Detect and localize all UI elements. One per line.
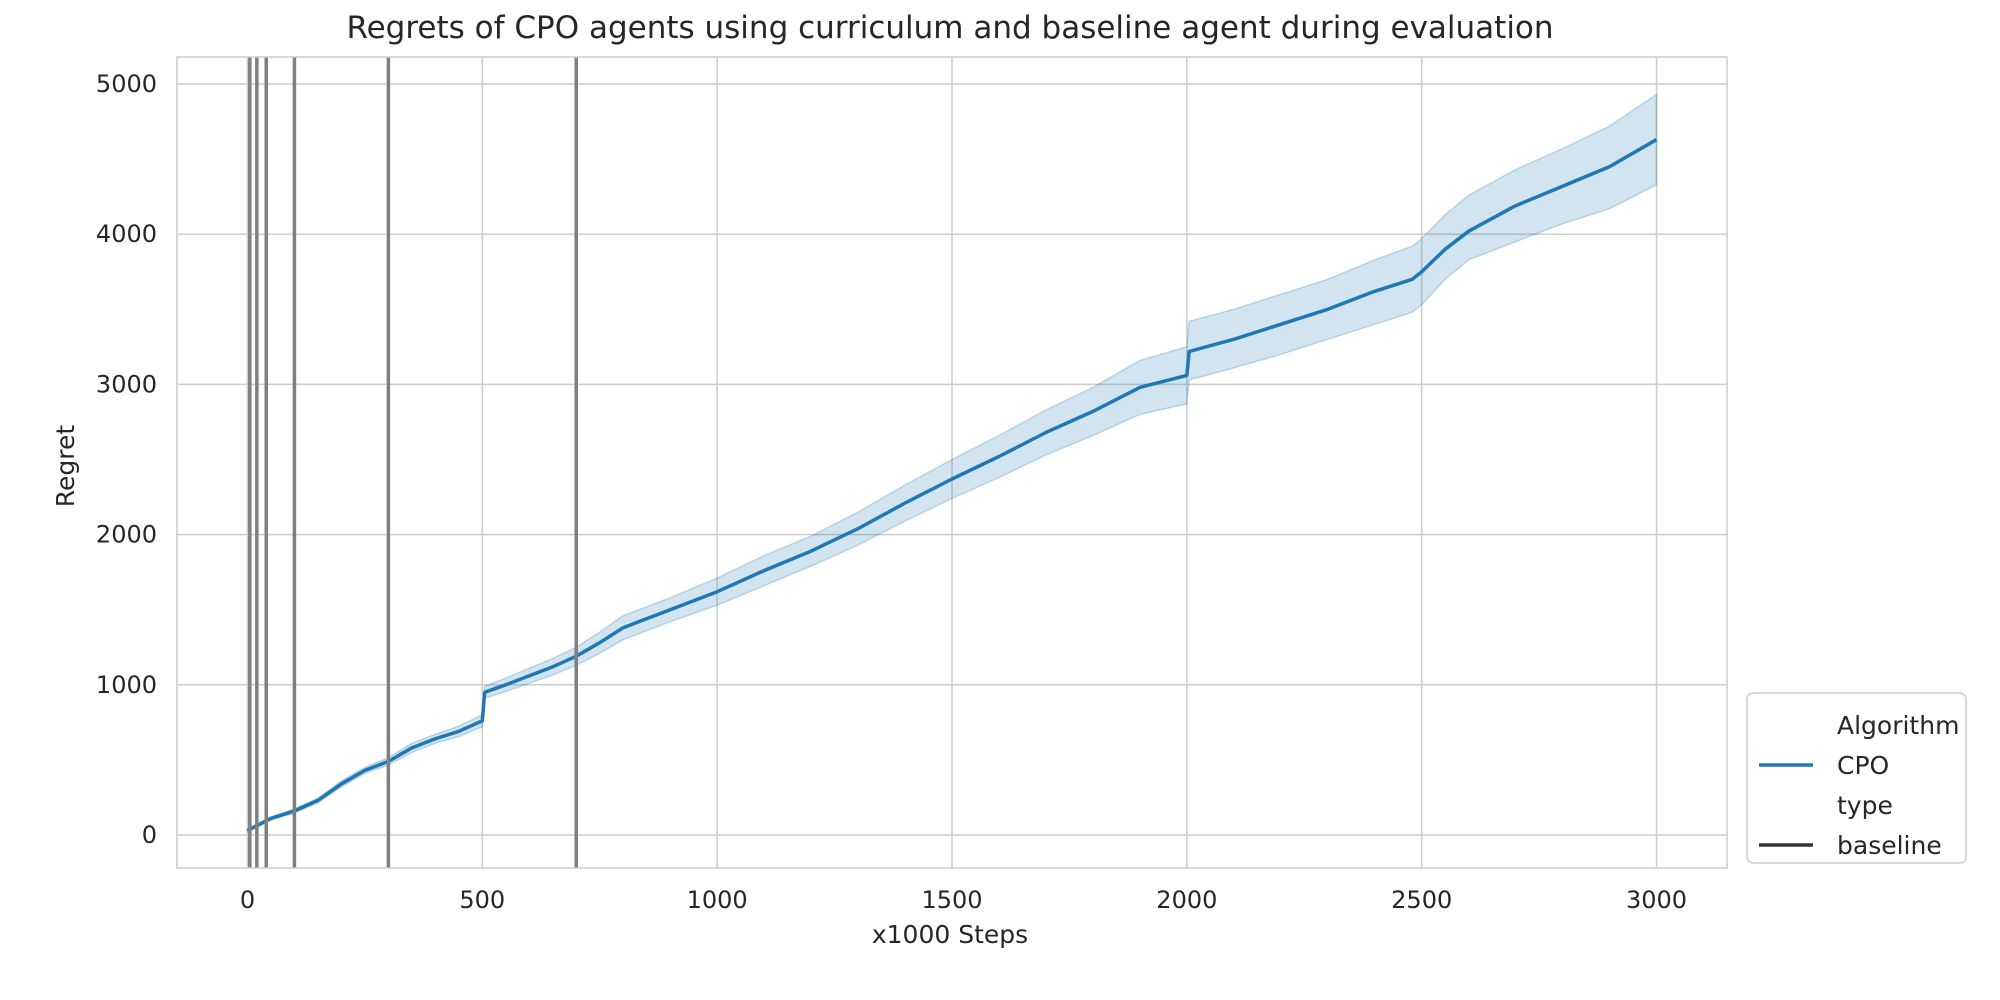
- y-axis-label: Regret: [51, 425, 80, 508]
- y-tick-label: 0: [142, 821, 157, 849]
- chart-title: Regrets of CPO agents using curriculum a…: [346, 10, 1553, 46]
- plot-area-frame: [176, 56, 1728, 869]
- series-lines: [246, 138, 1658, 833]
- legend-header: Algorithm: [1837, 711, 1959, 740]
- series-line-cpo: [246, 138, 1658, 833]
- grid: [177, 57, 1727, 868]
- x-tick-label: 2000: [1156, 886, 1217, 914]
- y-tick-label: 3000: [96, 370, 157, 398]
- x-tick-label: 2500: [1391, 886, 1452, 914]
- x-tick-label: 1000: [687, 886, 748, 914]
- x-axis-label: x1000 Steps: [872, 920, 1028, 949]
- y-tick-label: 1000: [96, 671, 157, 699]
- confidence-band: [246, 93, 1658, 834]
- legend-label: baseline: [1837, 831, 1942, 860]
- x-tick-label: 3000: [1626, 886, 1687, 914]
- tick-labels: 0 500 1000 1500 2000 2500 3000 0 1000 2000 3000 400…: [96, 70, 1687, 914]
- baseline-vertical-lines: [248, 57, 578, 868]
- x-tick-label: 500: [459, 886, 505, 914]
- legend-header: type: [1837, 791, 1893, 820]
- legend-box: [1746, 692, 1967, 864]
- confidence-bands: [246, 93, 1658, 834]
- y-tick-label: 4000: [96, 220, 157, 248]
- x-tick-label: 0: [240, 886, 255, 914]
- y-tick-label: 5000: [96, 70, 157, 98]
- legend: Algorithm CPO type baseline: [1746, 692, 1967, 864]
- y-tick-label: 2000: [96, 521, 157, 549]
- legend-label: CPO: [1837, 751, 1889, 780]
- x-tick-label: 1500: [921, 886, 982, 914]
